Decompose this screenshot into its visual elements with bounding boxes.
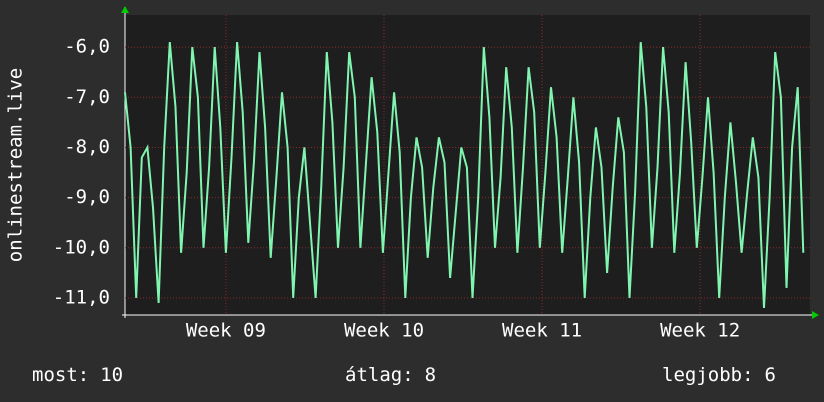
stat: most: 10 bbox=[32, 364, 123, 386]
y-axis-label: onlinestream.live bbox=[5, 68, 27, 262]
x-tick-label: Week 10 bbox=[344, 320, 424, 342]
stat-value: 8 bbox=[425, 364, 436, 386]
x-tick-label: Week 11 bbox=[502, 320, 582, 342]
axis-arrow bbox=[121, 6, 129, 13]
stat: legjobb: 6 bbox=[662, 364, 776, 386]
stat-label: átlag: bbox=[345, 364, 414, 386]
plot-area bbox=[125, 15, 810, 315]
axis-arrow bbox=[812, 311, 819, 319]
y-tick-label: -10,0 bbox=[53, 236, 110, 258]
y-tick-label: -6,0 bbox=[64, 36, 110, 58]
stat-label: most: bbox=[32, 364, 89, 386]
stat-label: legjobb: bbox=[662, 364, 754, 386]
stat-value: 6 bbox=[765, 364, 776, 386]
y-tick-label: -11,0 bbox=[53, 286, 110, 308]
y-tick-label: -7,0 bbox=[64, 86, 110, 108]
y-tick-label: -8,0 bbox=[64, 136, 110, 158]
stat-value: 10 bbox=[100, 364, 123, 386]
y-tick-label: -9,0 bbox=[64, 186, 110, 208]
stat: átlag: 8 bbox=[345, 364, 436, 386]
x-tick-label: Week 12 bbox=[660, 320, 740, 342]
data-line bbox=[124, 42, 805, 309]
x-tick-label: Week 09 bbox=[186, 320, 266, 342]
